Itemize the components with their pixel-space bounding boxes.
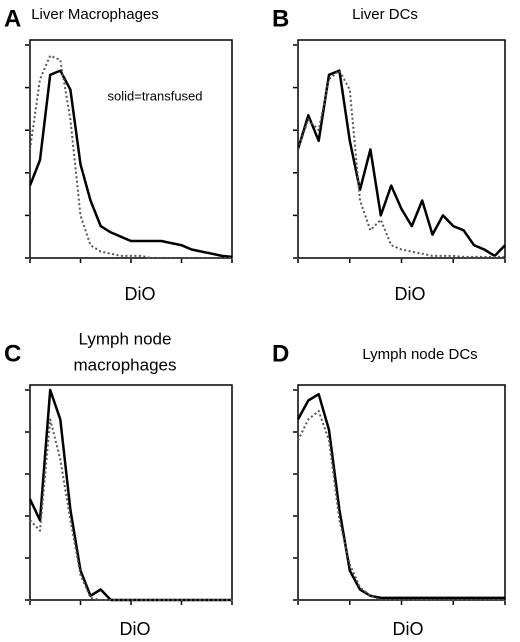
panel-title: Liver Macrophages	[31, 6, 159, 23]
histogram-line	[29, 54, 232, 259]
plot-frame	[297, 384, 506, 601]
annotation: solid=transfused	[107, 88, 202, 103]
panel-letter: C	[4, 340, 21, 367]
histogram-line	[296, 392, 505, 600]
histogram-line	[297, 69, 505, 258]
x-axis-label: DiO	[120, 619, 151, 639]
histogram-line	[296, 69, 506, 258]
histogram-line	[28, 69, 233, 259]
panel-title: macrophages	[73, 355, 176, 374]
panel-letter: B	[272, 5, 289, 32]
panel-title: Liver DCs	[352, 6, 418, 23]
histogram-line	[297, 410, 505, 601]
plot-frame	[297, 39, 506, 259]
panel-letter: D	[272, 340, 289, 367]
x-axis-label: DiO	[395, 284, 426, 304]
x-axis-label: DiO	[125, 284, 156, 304]
histogram-line	[28, 388, 232, 602]
x-axis-label: DiO	[393, 619, 424, 639]
panel-letter: A	[4, 5, 21, 32]
panel-title: Lymph node DCs	[362, 346, 477, 363]
panel-title: Lymph node	[79, 329, 172, 348]
histogram-line	[29, 418, 232, 601]
